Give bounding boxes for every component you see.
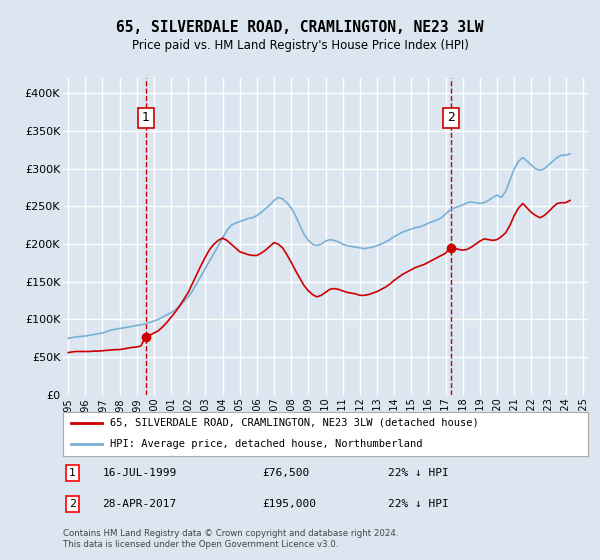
Text: 2: 2 — [69, 499, 76, 509]
Text: 1: 1 — [69, 468, 76, 478]
Text: 22% ↓ HPI: 22% ↓ HPI — [389, 499, 449, 509]
Text: £76,500: £76,500 — [263, 468, 310, 478]
Text: 28-APR-2017: 28-APR-2017 — [103, 499, 176, 509]
Text: 16-JUL-1999: 16-JUL-1999 — [103, 468, 176, 478]
Text: 2: 2 — [447, 111, 455, 124]
Text: Contains HM Land Registry data © Crown copyright and database right 2024.
This d: Contains HM Land Registry data © Crown c… — [63, 529, 398, 549]
Text: 22% ↓ HPI: 22% ↓ HPI — [389, 468, 449, 478]
Text: 65, SILVERDALE ROAD, CRAMLINGTON, NE23 3LW (detached house): 65, SILVERDALE ROAD, CRAMLINGTON, NE23 3… — [110, 418, 479, 428]
Text: £195,000: £195,000 — [263, 499, 317, 509]
Text: Price paid vs. HM Land Registry's House Price Index (HPI): Price paid vs. HM Land Registry's House … — [131, 39, 469, 52]
Text: HPI: Average price, detached house, Northumberland: HPI: Average price, detached house, Nort… — [110, 439, 423, 449]
Text: 1: 1 — [142, 111, 150, 124]
Text: 65, SILVERDALE ROAD, CRAMLINGTON, NE23 3LW: 65, SILVERDALE ROAD, CRAMLINGTON, NE23 3… — [116, 20, 484, 35]
